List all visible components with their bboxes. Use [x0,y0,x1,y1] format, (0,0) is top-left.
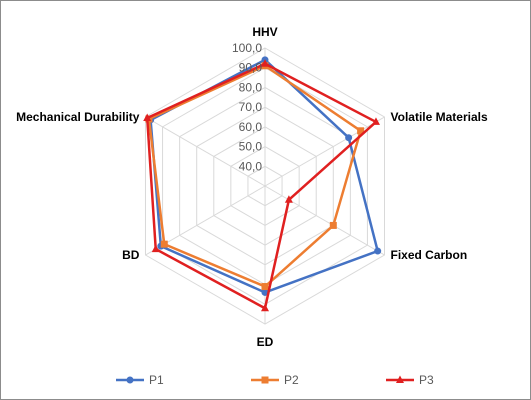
legend-item-p1: P1 [116,373,164,387]
legend-label: P2 [284,373,299,387]
series-p3 [143,59,380,312]
spoke-volatile-materials [264,116,385,187]
axis-labels: HHV Volatile Materials Fixed Carbon ED BD Mec… [16,25,488,349]
data-point-p3-fixed-carbon [284,195,293,203]
data-point-p3-volatile-materials [371,117,380,125]
legend: P1 P2 P3 [116,373,434,387]
legend-swatch-marker [396,375,404,383]
tick-label: 90,0 [239,61,263,75]
data-point-p1-volatile-materials [345,134,353,142]
series-layer [143,56,382,312]
series-line-p2 [147,64,362,288]
tick-label: 50,0 [239,140,263,154]
tick-label: 100,0 [232,41,262,55]
axis-label-mechanical-durability: Mechanical Durability [16,110,140,124]
legend-label: P1 [149,373,164,387]
spoke-fixed-carbon [264,185,385,256]
tick-label: 60,0 [239,120,263,134]
legend-swatch-marker [261,376,269,384]
axis-label-bd: BD [122,248,140,262]
tick-labels: 40,0 50,0 60,0 70,0 80,0 90,0 100,0 [232,41,262,173]
axis-label-hhv: HHV [252,25,277,39]
data-point-p3-mechanical-durability [143,113,152,121]
legend-item-p3: P3 [386,373,434,387]
spoke-mechanical-durability [145,116,266,187]
legend-swatch-marker [126,376,134,384]
axis-label-fixed-carbon: Fixed Carbon [391,248,468,262]
data-point-p3-bd [151,244,160,253]
data-point-p1-ed [261,288,269,296]
radar-spokes [145,48,385,324]
data-point-p2-ed [261,283,269,291]
tick-label: 40,0 [239,159,263,173]
series-p1 [147,56,382,296]
axis-label-ed: ED [257,335,274,349]
data-point-p2-fixed-carbon [329,221,337,229]
data-point-p1-fixed-carbon [374,247,382,255]
axis-label-volatile-materials: Volatile Materials [391,110,488,124]
series-p2 [145,62,365,291]
data-point-p3-ed [261,303,269,312]
tick-label: 70,0 [239,100,263,114]
tick-label: 80,0 [239,80,263,94]
data-point-p2-volatile-materials [357,127,365,135]
legend-label: P3 [419,373,434,387]
legend-item-p2: P2 [251,373,299,387]
data-point-p3-hhv [261,59,269,67]
data-point-p2-bd [160,240,168,248]
